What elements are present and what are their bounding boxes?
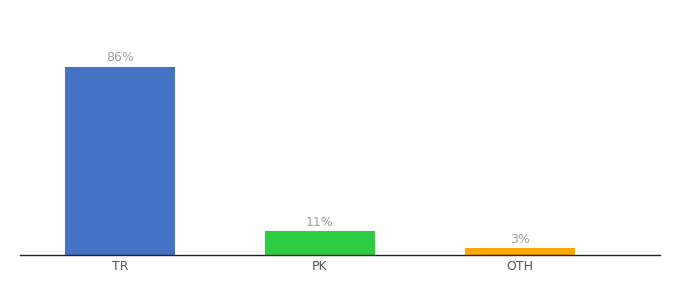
Bar [265,231,375,255]
Text: 86%: 86% [106,52,134,64]
Bar [465,248,575,255]
Text: 3%: 3% [510,233,530,246]
Text: 11%: 11% [306,216,334,229]
Bar [65,67,175,255]
